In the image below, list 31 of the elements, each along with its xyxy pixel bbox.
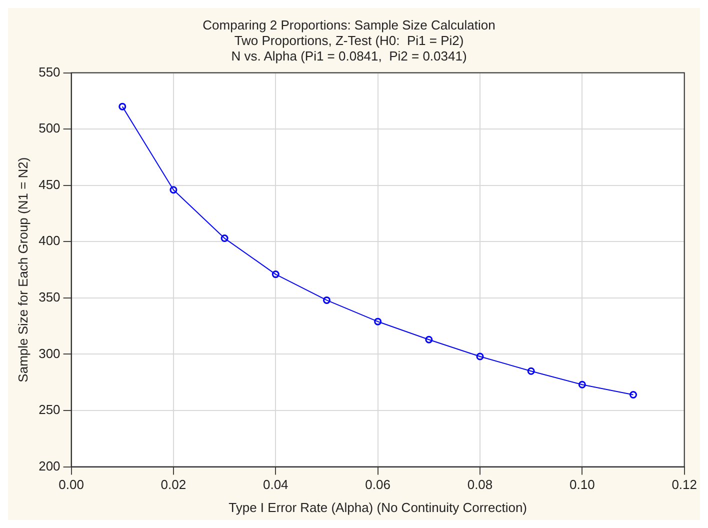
y-tick-label: 450 [38, 176, 60, 192]
point [170, 186, 178, 194]
x-tick-label: 0.00 [58, 477, 84, 492]
text: Two Proportions, Z-Test (H0: Pi1 = Pi2) [234, 32, 464, 48]
point [527, 367, 535, 375]
y-tick-label: 500 [38, 120, 60, 136]
x-tick-label: 0.10 [570, 477, 595, 492]
text: N vs. Alpha (Pi1 = 0.0841, Pi2 = 0.0341) [231, 48, 467, 64]
y-tick-label: 200 [38, 458, 60, 474]
x-tick-label: 0.02 [160, 477, 186, 492]
point [118, 102, 126, 110]
x-tick-label: 0.08 [467, 477, 493, 492]
y-tick-label: 250 [38, 402, 60, 418]
x-tick-label: 0.04 [262, 477, 288, 492]
point [578, 380, 586, 388]
x-axis-title: Type I Error Rate (Alpha) (No Continuity Correction) [228, 500, 528, 515]
point [425, 336, 433, 344]
point [476, 352, 484, 360]
y-tick-label: 550 [38, 64, 60, 80]
point [322, 296, 330, 304]
y-axis-title: Sample Size for Each Group (N1 = N2) [15, 157, 30, 382]
y-tick-label: 300 [38, 346, 60, 361]
point [272, 270, 280, 278]
y-tick-label: 350 [38, 290, 60, 305]
x-tick-label: 0.12 [672, 477, 698, 492]
y-tick-label: 400 [38, 233, 60, 248]
text: Comparing 2 Proportions: Sample Size Calculation [202, 17, 496, 32]
point [630, 391, 638, 399]
point [220, 234, 228, 242]
point [374, 318, 382, 326]
x-tick-label: 0.06 [365, 477, 390, 492]
